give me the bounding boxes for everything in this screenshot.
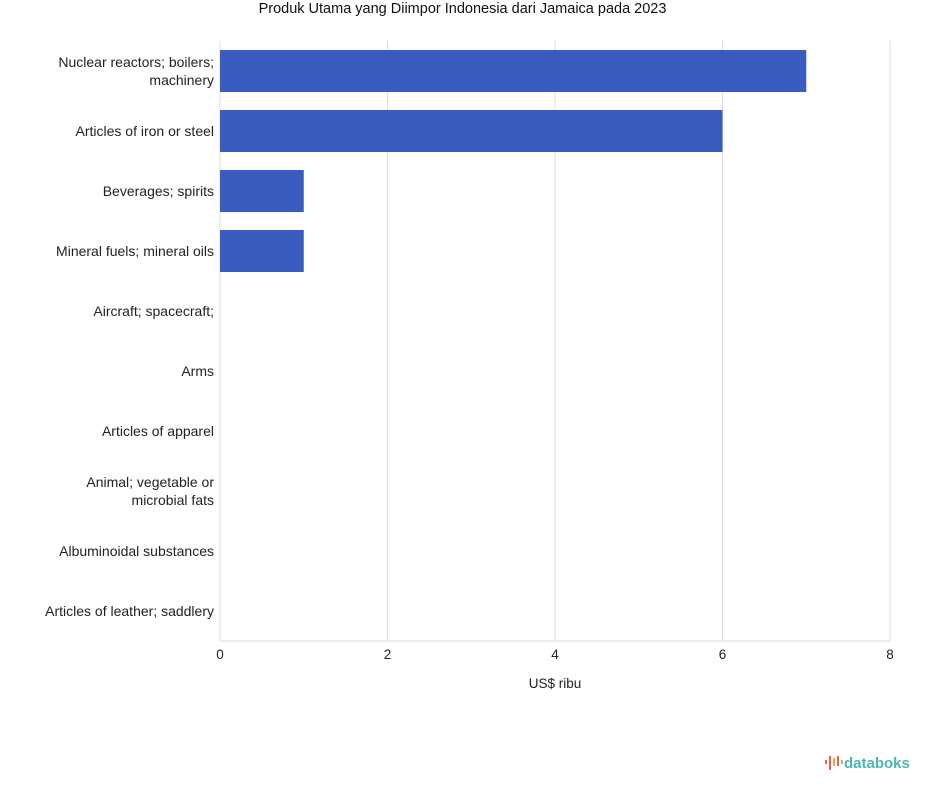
y-category-label: Mineral fuels; mineral oils	[56, 243, 214, 259]
category-label-line: Articles of iron or steel	[76, 123, 215, 139]
category-label-line: Articles of apparel	[102, 423, 214, 439]
category-label-line: Nuclear reactors; boilers;	[58, 54, 214, 70]
y-category-label: Aircraft; spacecraft;	[93, 303, 214, 319]
chart-title: Produk Utama yang Diimpor Indonesia dari…	[258, 1, 667, 17]
y-category-label: Arms	[181, 363, 214, 379]
databoks-logo-text: databoks	[844, 754, 910, 772]
category-label-line: Mineral fuels; mineral oils	[56, 243, 214, 259]
category-label-line: microbial fats	[132, 492, 214, 508]
x-axis-label: US$ ribu	[528, 676, 582, 691]
x-tick-label: 0	[216, 647, 224, 662]
x-tick-label: 4	[551, 647, 559, 662]
y-category-label: Animal; vegetable or microbial fats	[86, 474, 214, 508]
category-label-line: Beverages; spirits	[103, 183, 214, 199]
category-label-line: Animal; vegetable or	[86, 474, 214, 490]
y-category-label: Nuclear reactors; boilers; machinery	[58, 54, 214, 88]
bar	[220, 230, 304, 272]
category-label-line: Articles of leather; saddlery	[45, 603, 214, 619]
x-tick-label: 2	[384, 647, 392, 662]
category-label-line: Aircraft; spacecraft;	[93, 303, 214, 319]
bar	[220, 110, 723, 152]
bar	[220, 170, 304, 212]
y-category-label: Articles of iron or steel	[76, 123, 215, 139]
bar	[220, 50, 807, 92]
x-tick-label: 8	[886, 647, 894, 662]
y-category-label: Articles of leather; saddlery	[45, 603, 214, 619]
databoks-logo: databoks	[824, 754, 910, 772]
y-category-label: Beverages; spirits	[103, 183, 214, 199]
category-label-line: Albuminoidal substances	[59, 543, 214, 559]
category-label-line: Arms	[181, 363, 214, 379]
databoks-logo-icon	[825, 756, 843, 770]
x-tick-label: 6	[719, 647, 727, 662]
y-category-label: Albuminoidal substances	[59, 543, 214, 559]
y-category-label: Articles of apparel	[102, 423, 214, 439]
category-label-line: machinery	[149, 72, 214, 88]
